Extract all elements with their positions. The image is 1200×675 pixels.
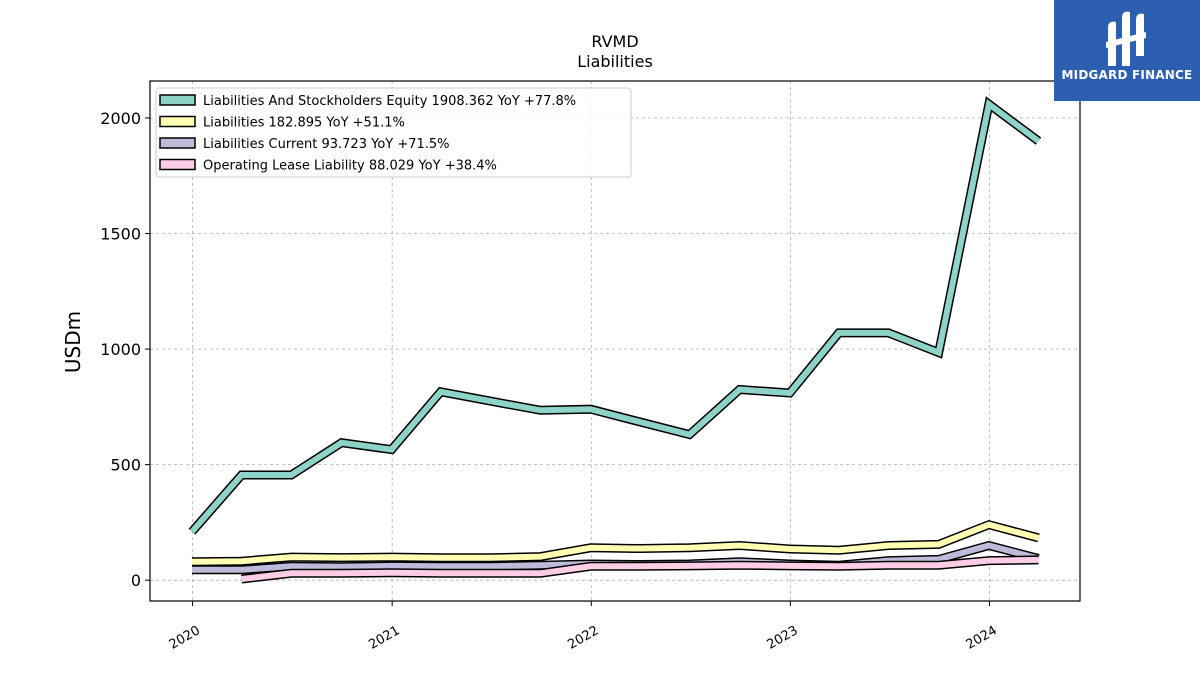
- series-line: [189, 98, 1041, 534]
- x-tick-label: 2022: [565, 623, 601, 653]
- legend-swatch: [159, 115, 196, 128]
- series-operating-lease-liability: [241, 555, 1039, 584]
- y-axis-ticks: 0 500 1000 1500 2000: [100, 109, 150, 590]
- midgard-finance-logo: MIDGARD FINANCE: [1054, 0, 1200, 101]
- plot-frame: [149, 80, 1081, 602]
- x-tick-label: 2020: [167, 623, 203, 653]
- logo-mark-icon: [1106, 11, 1146, 67]
- legend-swatch: [159, 94, 196, 106]
- y-tick-label: 1500: [100, 225, 141, 244]
- x-axis-ticks: 2020 2021 2022 2023 2024: [167, 601, 1000, 653]
- legend-label: Liabilities 182.895 YoY +51.1%: [203, 116, 405, 131]
- series-liabilities-and-stockholders-equity: [188, 96, 1042, 535]
- legend-label: Liabilities And Stockholders Equity 1908…: [203, 94, 576, 109]
- legend-label: Operating Lease Liability 88.029 YoY +38…: [203, 159, 497, 174]
- y-tick-label: 0: [131, 571, 141, 590]
- series-liabilities: [191, 519, 1040, 567]
- x-tick-label: 2024: [964, 623, 1000, 653]
- legend-swatch: [159, 158, 196, 171]
- legend-box: [155, 87, 632, 178]
- series-lines: [188, 96, 1042, 584]
- x-tick-label: 2023: [765, 623, 801, 653]
- legend: Liabilities And Stockholders Equity 1908…: [155, 87, 632, 178]
- y-tick-label: 1000: [100, 340, 141, 359]
- chart-title: RVMD: [591, 32, 638, 51]
- logo-text: MIDGARD FINANCE: [1061, 68, 1193, 82]
- series-line: [191, 521, 1040, 565]
- chart-subtitle: Liabilities: [577, 52, 653, 71]
- y-tick-label: 500: [110, 456, 141, 475]
- y-tick-label: 2000: [100, 109, 141, 128]
- y-axis-label: USDm: [61, 311, 85, 373]
- series-line: [241, 556, 1039, 582]
- x-tick-label: 2021: [366, 623, 402, 653]
- legend-swatch: [159, 137, 196, 149]
- legend-label: Liabilities Current 93.723 YoY +71.5%: [203, 137, 450, 152]
